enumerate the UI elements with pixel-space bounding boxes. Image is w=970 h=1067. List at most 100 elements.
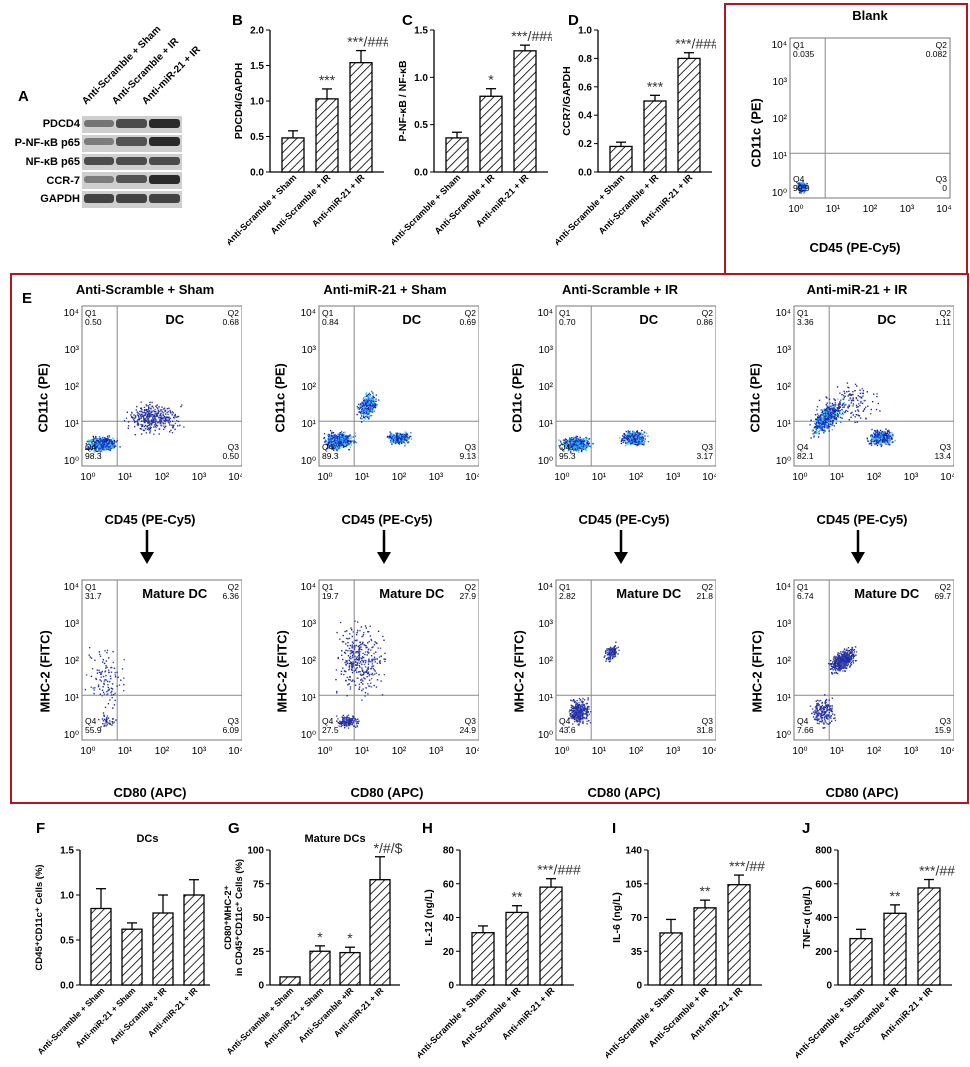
panel-label-a: A: [18, 88, 29, 105]
quadrant-name-q3: Q3: [465, 442, 477, 452]
dc-x-label-1: CD45 (PE-Cy5): [104, 512, 196, 527]
quadrant-value-q3: 6.09: [222, 725, 239, 735]
band-label-nfkb: NF-κB p65: [25, 156, 80, 168]
y-tick-label: 10²: [65, 656, 80, 667]
y-axis-label: TNF-α (ng/L): [801, 886, 813, 948]
significance-label: **: [890, 888, 901, 904]
x-tick-label: Anti-Scramble + IR: [433, 172, 497, 236]
bar: [90, 907, 112, 986]
chart-title: DCs: [136, 833, 158, 845]
panel-label-j: J: [802, 820, 811, 837]
y-axis-label: IL-6 (ng/L): [611, 892, 623, 943]
quadrant-value-q4: 82.1: [797, 451, 814, 461]
y-tick-label: 10³: [65, 345, 80, 356]
bar: [609, 145, 633, 173]
band-label-ccr7: CCR-7: [46, 175, 80, 187]
y-tick-label: 400: [815, 913, 832, 924]
y-tick-label: 10⁴: [538, 308, 553, 319]
bar: [471, 932, 495, 986]
significance-label: *: [317, 929, 323, 945]
y-tick-label: 100: [247, 846, 264, 857]
y-axis-label: CD80⁺MHC-2⁺: [223, 885, 234, 949]
panel-label-e: E: [22, 290, 33, 307]
quadrant-value-q3: 0: [942, 183, 947, 193]
quadrant-name-q2: Q2: [702, 582, 714, 592]
plot-area: [793, 305, 954, 467]
quadrant-name-q2: Q2: [228, 308, 240, 318]
y-tick-label: 10¹: [302, 693, 317, 704]
quadrant-value-q3: 0.50: [222, 451, 239, 461]
y-tick-label: 200: [815, 947, 832, 958]
quadrant-name-q1: Q1: [797, 582, 809, 592]
panel-label-h: H: [422, 820, 433, 837]
chart-mature-dcs: 0 25 50 75 100 CD80⁺MHC-2⁺ in CD45⁺CD11c⁺ Cell…: [223, 833, 403, 1056]
y-tick-label: 10¹: [65, 419, 80, 430]
flow-panel-frame: [10, 273, 969, 804]
y-tick-label: 0.0: [414, 168, 428, 179]
quadrant-value-q4: 95.3: [559, 451, 576, 461]
quadrant-value-q1: 0.50: [85, 317, 102, 327]
y-tick-label: 10⁴: [776, 582, 791, 593]
x-tick-label: 10⁰: [80, 472, 95, 483]
y-tick-label: 10⁰: [64, 456, 79, 467]
flow-title-2: Anti-miR-21 + Sham: [323, 282, 447, 297]
gate-label: Mature DC: [379, 586, 445, 601]
x-tick-label: 10¹: [830, 472, 845, 483]
chart-ccr7: 0.0 0.2 0.4 0.6 0.8 1.0 CCR7/GAPDH Anti-Scrambl…: [556, 26, 716, 248]
event-dots: [796, 181, 808, 194]
quadrant-name-q4: Q4: [322, 716, 334, 726]
quadrant-name-q1: Q1: [559, 308, 571, 318]
gate-label: Mature DC: [616, 586, 682, 601]
x-tick-label: 10¹: [355, 472, 370, 483]
y-tick-label: 10¹: [539, 693, 554, 704]
quadrant-name-q4: Q4: [797, 442, 809, 452]
quadrant-value-q1: 0.035: [793, 49, 815, 59]
x-tick-label: 10⁴: [936, 204, 951, 215]
x-tick-label: 10³: [666, 746, 681, 757]
y-tick-label: 0.0: [250, 168, 264, 179]
x-tick-label: 10⁴: [465, 746, 479, 757]
dc-y-label-3: CD11c (PE): [509, 363, 525, 433]
blot-image: [82, 116, 182, 208]
quadrant-name-q2: Q2: [936, 40, 948, 50]
quadrant-name-q1: Q1: [797, 308, 809, 318]
panel-label-d: D: [568, 12, 579, 29]
x-tick-label: 10²: [155, 472, 170, 483]
y-tick-label: 0.5: [414, 120, 428, 131]
plot-area: [81, 579, 242, 741]
mat-x-label-2: CD80 (APC): [350, 785, 424, 800]
x-tick-label: 10⁰: [317, 472, 332, 483]
quadrant-value-q2: 0.69: [459, 317, 476, 327]
y-tick-label: 600: [815, 879, 832, 890]
bar: [917, 887, 941, 986]
bar: [643, 100, 667, 173]
x-tick-label: 10³: [429, 472, 444, 483]
bar: [339, 951, 361, 986]
bar: [539, 886, 563, 986]
quadrant-value-q2: 0.082: [926, 49, 948, 59]
quadrant-value-q3: 9.13: [459, 451, 476, 461]
x-tick-label: Anti-Scramble + IR: [837, 985, 901, 1049]
quadrant-value-q1: 31.7: [85, 591, 102, 601]
x-tick-label: 10²: [392, 746, 407, 757]
quadrant-name-q3: Q3: [228, 442, 240, 452]
y-tick-label: 0.8: [578, 54, 592, 65]
y-tick-label: 10⁴: [64, 582, 79, 593]
x-tick-label: Anti-Scramble + IR: [597, 172, 661, 236]
quadrant-value-q2: 0.68: [222, 317, 239, 327]
y-tick-label: 10²: [773, 114, 788, 125]
quadrant-name-q3: Q3: [702, 716, 714, 726]
dc-x-label-3: CD45 (PE-Cy5): [578, 512, 670, 527]
x-tick-label: Anti-Scramble + IR: [108, 985, 169, 1046]
y-tick-label: 20: [443, 947, 455, 958]
y-tick-label: 10⁴: [772, 40, 787, 51]
chart-title: Mature DCs: [304, 833, 365, 845]
bar: [659, 932, 683, 986]
y-tick-label: 10⁰: [776, 730, 791, 741]
quadrant-value-q2: 69.7: [934, 591, 951, 601]
x-tick-label: 10⁴: [465, 472, 479, 483]
flow-title-1: Anti-Scramble + Sham: [75, 282, 215, 297]
